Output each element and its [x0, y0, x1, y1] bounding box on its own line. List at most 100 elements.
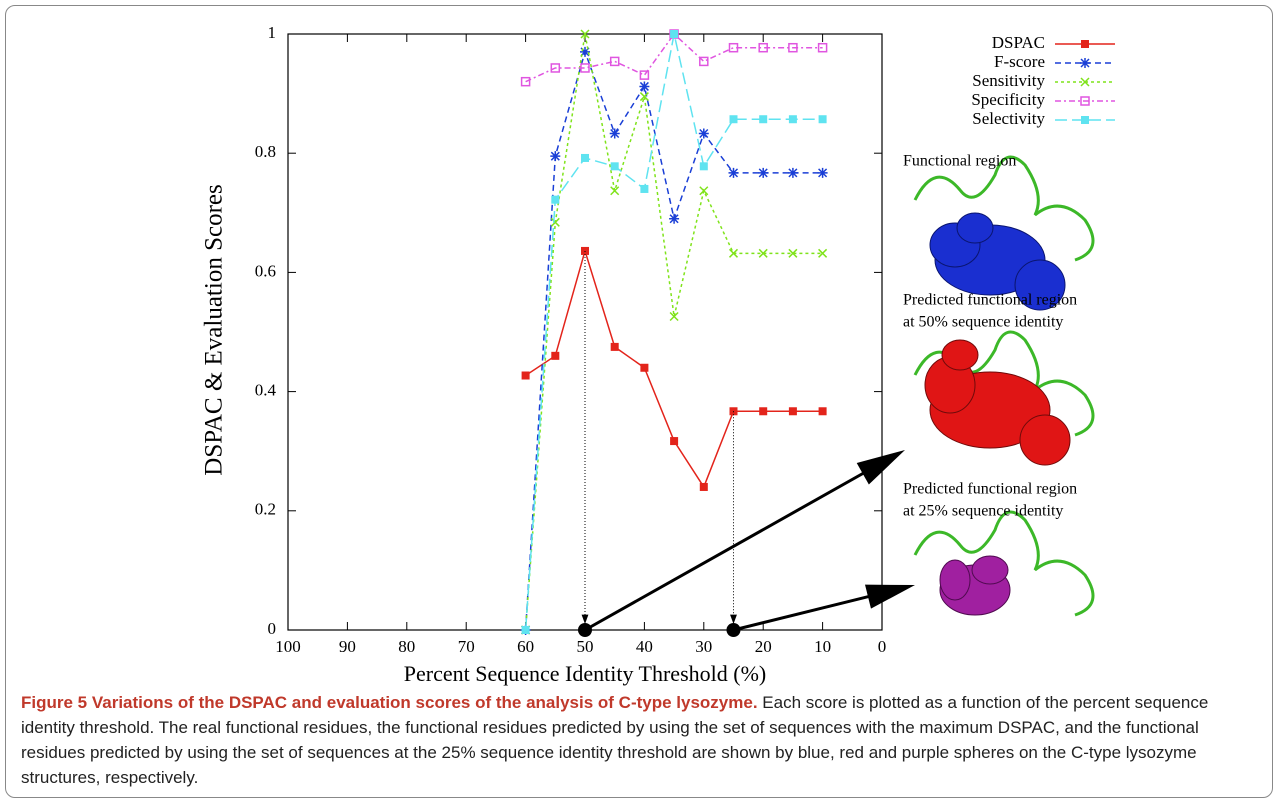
x-tick-label: 90 [339, 637, 356, 656]
x-tick-label: 20 [755, 637, 772, 656]
caption: Figure 5 Variations of the DSPAC and eva… [21, 690, 1261, 790]
ribbon [913, 155, 1095, 262]
marker [1080, 96, 1090, 106]
marker [759, 407, 768, 416]
series-line [524, 33, 823, 631]
marker [609, 56, 620, 67]
marker [550, 217, 560, 227]
panel-label: Predicted functional region [903, 481, 1077, 498]
x-tick-label: 60 [517, 637, 534, 656]
series-line [524, 33, 823, 631]
chart: Percent Sequence Identity Threshold (%) … [201, 23, 1115, 686]
panel-label: Predicted functional region [903, 292, 1077, 309]
highlight-dot [578, 623, 592, 637]
marker [728, 167, 739, 178]
marker [699, 56, 709, 67]
marker [788, 115, 797, 124]
marker [818, 248, 828, 258]
marker [521, 626, 530, 634]
marker [699, 482, 708, 491]
x-tick-label: 30 [695, 637, 712, 656]
arrow-head [730, 614, 737, 624]
series-line [525, 32, 823, 83]
series-line [524, 49, 823, 631]
marker [639, 70, 650, 80]
marker [728, 42, 739, 53]
y-tick-label: 0.2 [255, 500, 276, 519]
legend-label: Selectivity [972, 109, 1045, 128]
series-line [525, 248, 823, 489]
marker [728, 248, 739, 258]
caption-title: Figure 5 Variations of the DSPAC and eva… [21, 693, 758, 712]
marker [669, 311, 679, 322]
marker [639, 81, 650, 92]
marker [818, 407, 827, 416]
y-tick-label: 0.4 [255, 381, 277, 400]
x-tick-label: 70 [458, 637, 475, 656]
marker [670, 437, 679, 446]
marker [551, 195, 560, 204]
marker [788, 42, 798, 53]
marker [699, 186, 709, 196]
marker [817, 42, 828, 53]
y-tick-label: 0.8 [255, 142, 276, 161]
panel-label: at 50% sequence identity [903, 314, 1063, 331]
x-tick-label: 100 [275, 637, 301, 656]
legend-label: Specificity [971, 90, 1045, 109]
marker [699, 162, 708, 171]
marker [609, 128, 620, 139]
marker [520, 76, 531, 87]
marker [580, 63, 590, 73]
x-tick-label: 40 [636, 637, 653, 656]
marker [787, 167, 798, 178]
marker [550, 151, 561, 162]
caption-text: Each score is plotted as a function of t… [21, 693, 1209, 787]
y-tick-label: 0.6 [255, 261, 276, 280]
marker [1081, 40, 1089, 48]
marker [729, 115, 738, 124]
marker [1080, 77, 1090, 87]
arrow-line [584, 459, 886, 632]
marker [551, 351, 560, 360]
figure-frame [5, 5, 1273, 798]
y-tick-label: 1 [268, 23, 277, 42]
marker [610, 342, 619, 351]
marker [640, 184, 649, 193]
marker [817, 167, 828, 178]
sphere-blob-red [924, 339, 1071, 466]
highlight-dot [726, 623, 741, 637]
marker [669, 213, 680, 224]
legend-label: F-score [994, 52, 1045, 71]
x-tick-label: 50 [577, 637, 594, 656]
marker [639, 92, 649, 102]
x-tick-label: 10 [814, 637, 831, 656]
marker [788, 248, 798, 258]
panel-label: Functional region [903, 153, 1016, 170]
marker [610, 186, 620, 196]
arrow-head [581, 614, 589, 624]
marker [670, 30, 679, 38]
x-tick-label: 80 [398, 637, 415, 656]
marker [698, 128, 709, 139]
marker [581, 153, 589, 162]
panel-label: at 25% sequence identity [903, 503, 1063, 520]
legend-label: DSPAC [992, 33, 1045, 52]
marker [758, 167, 769, 178]
marker [1080, 58, 1090, 68]
marker [610, 162, 619, 171]
marker [640, 363, 649, 372]
marker [759, 115, 768, 124]
sphere-blob-purple [939, 555, 1011, 616]
marker [818, 115, 827, 124]
marker [580, 46, 590, 57]
arrow-head [856, 450, 905, 485]
x-axis-label: Percent Sequence Identity Threshold (%) [404, 661, 766, 686]
marker [788, 407, 797, 416]
legend-label: Sensitivity [972, 71, 1045, 90]
marker [521, 371, 530, 380]
marker [550, 63, 561, 73]
marker [758, 42, 768, 53]
sphere-blob-blue [929, 212, 1066, 311]
y-tick-label: 0 [268, 619, 277, 638]
marker [758, 248, 768, 258]
